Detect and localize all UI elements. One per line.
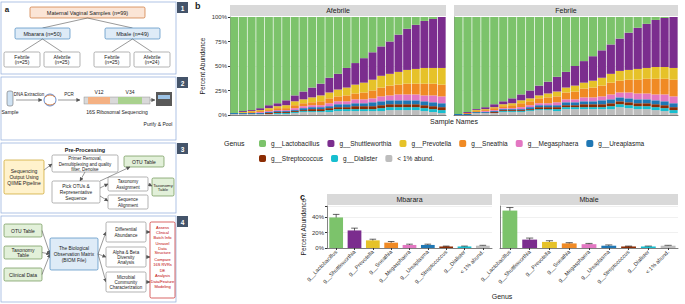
svg-text:OTU Table: OTU Table: [132, 159, 156, 165]
svg-text:b: b: [195, 1, 201, 11]
svg-text:Febrile(n=25): Febrile(n=25): [14, 54, 30, 66]
svg-text:g__Ureaplasma: g__Ureaplasma: [579, 248, 611, 281]
svg-text:Sample: Sample: [2, 109, 19, 115]
svg-text:OTU Table: OTU Table: [11, 228, 35, 234]
svg-text:Afebrile(n=25): Afebrile(n=25): [54, 54, 71, 66]
svg-text:g__Dialister: g__Dialister: [625, 248, 651, 274]
svg-text:1: 1: [181, 4, 185, 11]
svg-text:g__Shuttleworthia: g__Shuttleworthia: [339, 140, 391, 148]
svg-text:Pick OTUs &RepresentativeSeque: Pick OTUs &RepresentativeSequence: [60, 184, 93, 200]
svg-text:< 1% abund.: < 1% abund.: [459, 249, 485, 275]
svg-text:g__Lactobacillus: g__Lactobacillus: [305, 249, 338, 282]
svg-text:c: c: [300, 192, 305, 202]
svg-text:0%: 0%: [218, 112, 227, 118]
svg-text:20%: 20%: [312, 230, 325, 236]
svg-text:g__Shuttleworthia: g__Shuttleworthia: [496, 248, 532, 284]
svg-text:< 1% abund.: < 1% abund.: [644, 249, 670, 275]
svg-text:100%: 100%: [212, 14, 228, 20]
svg-text:TaxonomyTable: TaxonomyTable: [12, 247, 35, 259]
svg-text:Febrile: Febrile: [555, 7, 577, 14]
svg-text:75%: 75%: [215, 39, 228, 45]
svg-text:g__Streptococcus: g__Streptococcus: [413, 249, 448, 284]
svg-text:16S Ribosomal Sequencing: 16S Ribosomal Sequencing: [86, 109, 148, 115]
svg-text:Percent Abundance: Percent Abundance: [300, 198, 307, 255]
svg-text:Sample Names: Sample Names: [430, 118, 478, 126]
svg-text:PCR: PCR: [64, 92, 74, 97]
svg-text:g__Sneathia: g__Sneathia: [471, 140, 508, 148]
svg-text:g__Lactobacillus: g__Lactobacillus: [478, 248, 512, 282]
svg-text:2: 2: [181, 79, 185, 86]
svg-text:V34: V34: [126, 89, 135, 95]
svg-text:Genus: Genus: [492, 293, 513, 300]
svg-text:g__Prevotella: g__Prevotella: [411, 140, 451, 148]
svg-text:SequencingOutput UsingQIIME Pi: SequencingOutput UsingQIIME Pipeline: [7, 168, 41, 186]
svg-text:g__Megasphaera: g__Megasphaera: [528, 140, 579, 148]
svg-text:g__Megasphaera: g__Megasphaera: [557, 248, 592, 283]
svg-text:The BiologicalObservation Matr: The BiologicalObservation Matrix(BIOM Fi…: [54, 246, 95, 262]
svg-text:UnravelDataStructure: UnravelDataStructure: [154, 241, 171, 255]
svg-text:Primer Removal,Demultiplexing: Primer Removal,Demultiplexing and qualit…: [59, 156, 112, 171]
svg-text:Compare16S RVRs: Compare16S RVRs: [153, 256, 172, 266]
svg-text:Maternal Vaginal Samples (n=99: Maternal Vaginal Samples (n=99): [47, 10, 129, 16]
svg-text:40%: 40%: [312, 214, 325, 220]
svg-text:g__Prevotella: g__Prevotella: [347, 248, 375, 277]
svg-text:DEAnalysis: DEAnalysis: [155, 268, 170, 278]
svg-text:TaxonomyAssignment: TaxonomyAssignment: [116, 179, 140, 189]
svg-text:SequenceAlignment: SequenceAlignment: [118, 197, 139, 207]
svg-text:g__Lactobacillus: g__Lactobacillus: [271, 140, 320, 148]
svg-text:g__Ureaplasma: g__Ureaplasma: [598, 140, 644, 148]
svg-text:g__Streptococcus: g__Streptococcus: [271, 155, 324, 163]
svg-text:g__Sneathia: g__Sneathia: [545, 248, 572, 275]
svg-text:Febrile(n=25): Febrile(n=25): [104, 54, 120, 66]
svg-text:g__Shuttleworthia: g__Shuttleworthia: [321, 248, 357, 284]
svg-text:Mbale (n=49): Mbale (n=49): [116, 31, 149, 37]
svg-text:4: 4: [181, 218, 185, 225]
svg-text:DifferentialAbundance: DifferentialAbundance: [115, 227, 138, 237]
svg-text:Data/FeatureModeling: Data/FeatureModeling: [151, 279, 175, 289]
svg-text:Clinical Data: Clinical Data: [9, 272, 37, 278]
svg-text:AssessClinicalBatch Info: AssessClinicalBatch Info: [153, 225, 172, 239]
svg-text:Afebrile: Afebrile: [326, 7, 350, 14]
svg-text:0%: 0%: [315, 245, 324, 251]
svg-text:Purify & Pool: Purify & Pool: [144, 121, 173, 127]
svg-text:TaxonomyTable: TaxonomyTable: [153, 182, 173, 192]
svg-text:DNA Extraction: DNA Extraction: [14, 92, 45, 97]
svg-text:Alpha & BetaDiversityAnalysis: Alpha & BetaDiversityAnalysis: [113, 249, 140, 264]
svg-text:Pre-Processing: Pre-Processing: [65, 147, 105, 153]
svg-text:V12: V12: [95, 89, 104, 95]
svg-text:Genus: Genus: [224, 140, 245, 147]
svg-text:g__Dialister: g__Dialister: [343, 155, 378, 163]
svg-text:g__Dialister: g__Dialister: [441, 248, 467, 274]
svg-text:g__Streptococcus: g__Streptococcus: [595, 249, 630, 284]
svg-text:g__Ureaplasma: g__Ureaplasma: [398, 248, 430, 280]
svg-text:MicrobialCommunityCharacteriza: MicrobialCommunityCharacterization: [110, 274, 143, 289]
svg-text:Mbarara (n=50): Mbarara (n=50): [23, 31, 61, 37]
svg-text:< 1% abund.: < 1% abund.: [397, 155, 434, 162]
svg-text:g__Prevotella: g__Prevotella: [523, 248, 552, 277]
svg-text:Mbarara: Mbarara: [396, 196, 422, 203]
svg-text:Percent Abundance: Percent Abundance: [199, 37, 206, 94]
svg-text:25%: 25%: [215, 88, 228, 94]
svg-text:Afebrile(n=24): Afebrile(n=24): [144, 54, 161, 66]
svg-text:3: 3: [181, 145, 185, 152]
svg-text:g__Sneathia: g__Sneathia: [367, 248, 394, 275]
svg-text:g__Megasphaera: g__Megasphaera: [377, 248, 412, 283]
svg-text:Mbale: Mbale: [579, 196, 598, 203]
svg-text:a: a: [5, 5, 10, 14]
svg-text:50%: 50%: [215, 63, 228, 69]
